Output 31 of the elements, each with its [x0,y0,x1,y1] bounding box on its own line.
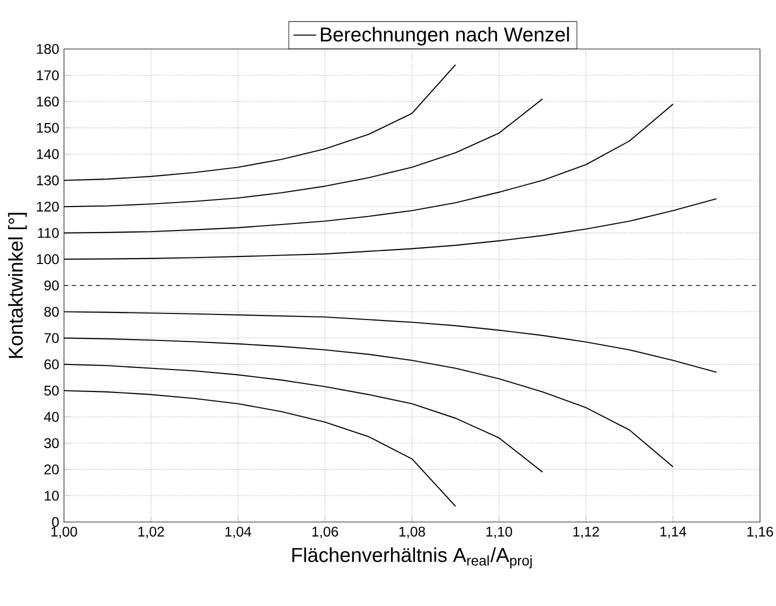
y-tick-label: 70 [44,333,59,344]
x-tick-label: 1,08 [399,526,426,538]
x-tick-label: 1,00 [51,526,78,538]
x-tick-label: 1,06 [312,526,338,538]
y-tick-label: 180 [37,44,59,54]
y-tick-label: 120 [37,202,59,212]
y-tick-label: 80 [44,306,59,317]
y-tick-label: 0 [52,517,59,527]
y-tick-label: 50 [44,386,59,396]
y-tick-label: 90 [44,280,59,290]
y-tick-label: 30 [44,438,59,448]
y-tick-label: 40 [44,412,59,422]
y-axis-title: Kontaktwinkel [°] [8,212,27,358]
y-tick-label: 10 [44,490,59,501]
y-tick-label: 140 [37,149,59,160]
y-tick-label: 110 [38,228,59,238]
y-tick-label: 130 [37,175,59,186]
x-tick-label: 1,02 [138,526,164,538]
y-tick-label: 170 [37,70,59,80]
x-axis-title: Flächenverhältnis A$_{real}$/A$_{proj}$ [292,547,532,568]
y-tick-label: 20 [44,464,59,474]
x-tick-label: 1,10 [486,526,512,538]
x-tick-label: 1,14 [660,526,686,538]
y-tick-label: 60 [44,359,59,370]
x-tick-label: 1,12 [573,526,599,538]
x-tick-label: 1,16 [747,526,774,538]
y-tick-label: 100 [37,254,59,264]
legend-label: Berechnungen nach Wenzel [320,26,569,46]
y-tick-label: 150 [37,122,59,133]
y-tick-label: 160 [37,96,59,107]
x-tick-label: 1,04 [225,526,252,538]
